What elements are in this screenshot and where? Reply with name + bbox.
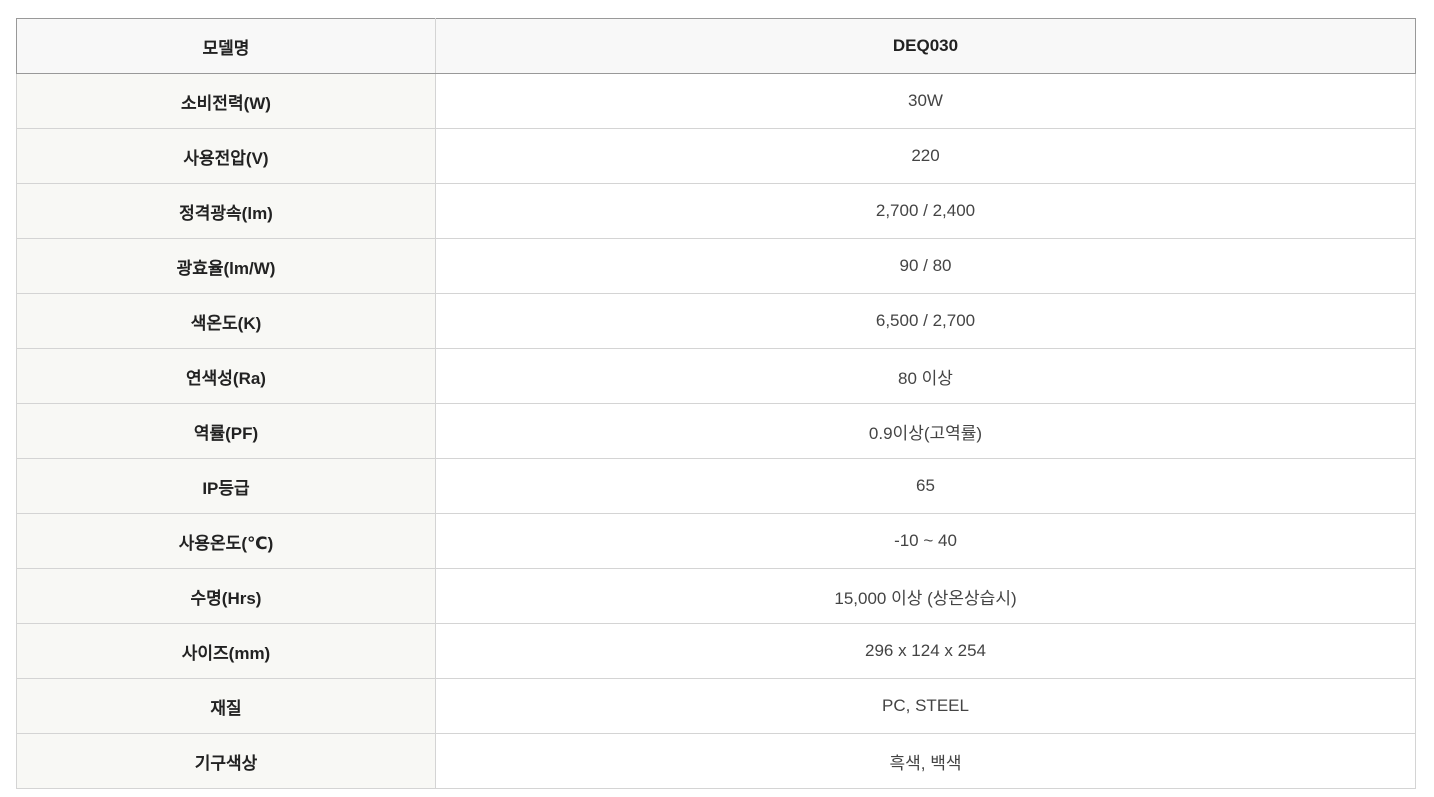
- table-row: IP등급 65: [16, 458, 1416, 514]
- table-row: 정격광속(lm) 2,700 / 2,400: [16, 183, 1416, 239]
- spec-value: 6,500 / 2,700: [435, 293, 1416, 349]
- spec-label: 수명(Hrs): [16, 568, 436, 624]
- spec-label: 정격광속(lm): [16, 183, 436, 239]
- table-row: 사용전압(V) 220: [16, 128, 1416, 184]
- spec-value: 80 이상: [435, 348, 1416, 404]
- spec-value: 2,700 / 2,400: [435, 183, 1416, 239]
- spec-label: 광효율(lm/W): [16, 238, 436, 294]
- table-row: 광효율(lm/W) 90 / 80: [16, 238, 1416, 294]
- spec-label: 재질: [16, 678, 436, 734]
- table-row: 재질 PC, STEEL: [16, 678, 1416, 734]
- spec-value: 90 / 80: [435, 238, 1416, 294]
- table-row: 소비전력(W) 30W: [16, 73, 1416, 129]
- spec-table: 모델명 DEQ030 소비전력(W) 30W 사용전압(V) 220 정격광속(lm) 2…: [16, 18, 1416, 789]
- header-row: 모델명 DEQ030: [16, 18, 1416, 74]
- spec-label: 소비전력(W): [16, 73, 436, 129]
- spec-label: 사이즈(mm): [16, 623, 436, 679]
- table-row: 역률(PF) 0.9이상(고역률): [16, 403, 1416, 459]
- spec-label: 색온도(K): [16, 293, 436, 349]
- spec-value: 흑색, 백색: [435, 733, 1416, 789]
- header-label: 모델명: [16, 18, 436, 74]
- spec-value: 65: [435, 458, 1416, 514]
- table-row: 기구색상 흑색, 백색: [16, 733, 1416, 789]
- spec-value: 220: [435, 128, 1416, 184]
- table-row: 수명(Hrs) 15,000 이상 (상온상습시): [16, 568, 1416, 624]
- spec-label: 기구색상: [16, 733, 436, 789]
- spec-label: 사용전압(V): [16, 128, 436, 184]
- table-row: 사이즈(mm) 296 x 124 x 254: [16, 623, 1416, 679]
- table-row: 연색성(Ra) 80 이상: [16, 348, 1416, 404]
- table-row: 사용온도(℃) -10 ~ 40: [16, 513, 1416, 569]
- spec-value: 296 x 124 x 254: [435, 623, 1416, 679]
- spec-value: -10 ~ 40: [435, 513, 1416, 569]
- spec-value: PC, STEEL: [435, 678, 1416, 734]
- header-model: DEQ030: [435, 18, 1416, 74]
- spec-label: 연색성(Ra): [16, 348, 436, 404]
- spec-value: 30W: [435, 73, 1416, 129]
- spec-value: 0.9이상(고역률): [435, 403, 1416, 459]
- spec-value: 15,000 이상 (상온상습시): [435, 568, 1416, 624]
- spec-label: 사용온도(℃): [16, 513, 436, 569]
- spec-label: 역률(PF): [16, 403, 436, 459]
- table-row: 색온도(K) 6,500 / 2,700: [16, 293, 1416, 349]
- spec-label: IP등급: [16, 458, 436, 514]
